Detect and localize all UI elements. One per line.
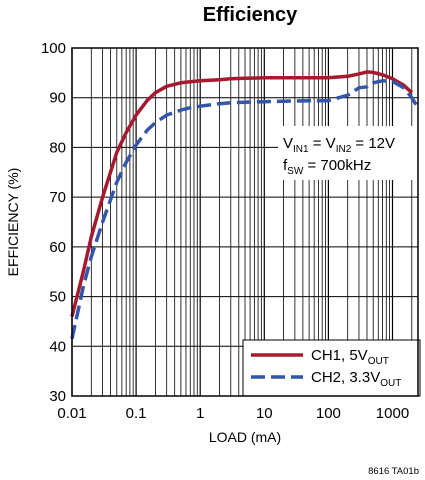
x-tick-label: 1 bbox=[196, 405, 204, 422]
y-tick-label: 50 bbox=[49, 289, 66, 306]
x-tick-label: 10 bbox=[256, 405, 273, 422]
legend-label-ch2: CH2, 3.3VOUT bbox=[311, 369, 401, 389]
annotation-box bbox=[278, 126, 420, 180]
series-lines bbox=[70, 70, 420, 340]
y-tick-label: 90 bbox=[49, 90, 66, 107]
plot-frame bbox=[71, 47, 419, 397]
legend-label-ch1: CH1, 5VOUT bbox=[311, 347, 389, 367]
x-tick-label: 100 bbox=[316, 405, 341, 422]
grid-lines bbox=[71, 47, 418, 397]
x-tick-label: 0.1 bbox=[126, 405, 147, 422]
y-tick-label: 60 bbox=[49, 239, 66, 256]
y-tick-label: 100 bbox=[41, 40, 66, 57]
x-tick-label: 0.01 bbox=[57, 405, 86, 422]
y-tick-label: 30 bbox=[49, 388, 66, 405]
legend: CH1, 5VOUT CH2, 3.3VOUT bbox=[242, 339, 421, 397]
y-tick-label: 80 bbox=[49, 139, 66, 156]
series-line-ch1 bbox=[70, 70, 413, 317]
y-tick-label: 70 bbox=[49, 189, 66, 206]
x-axis-label: LOAD (mA) bbox=[209, 429, 281, 445]
y-tick-label: 40 bbox=[49, 338, 66, 355]
x-tick-label: 1000 bbox=[376, 405, 409, 422]
series-line-ch2 bbox=[70, 79, 420, 340]
legend-box bbox=[242, 339, 421, 397]
annotation-fsw: fSW = 700kHz bbox=[283, 157, 371, 177]
annotation-vin: VIN1 = VIN2 = 12V bbox=[283, 135, 395, 155]
chart-title: Efficiency bbox=[203, 4, 298, 26]
y-tick-labels: 30 40 50 60 70 80 90 100 bbox=[41, 40, 66, 405]
footnote: 8616 TA01b bbox=[368, 466, 419, 477]
x-tick-labels: 0.01 0.1 1 10 100 1000 bbox=[57, 405, 409, 422]
y-axis-label: EFFICIENCY (%) bbox=[5, 168, 21, 277]
